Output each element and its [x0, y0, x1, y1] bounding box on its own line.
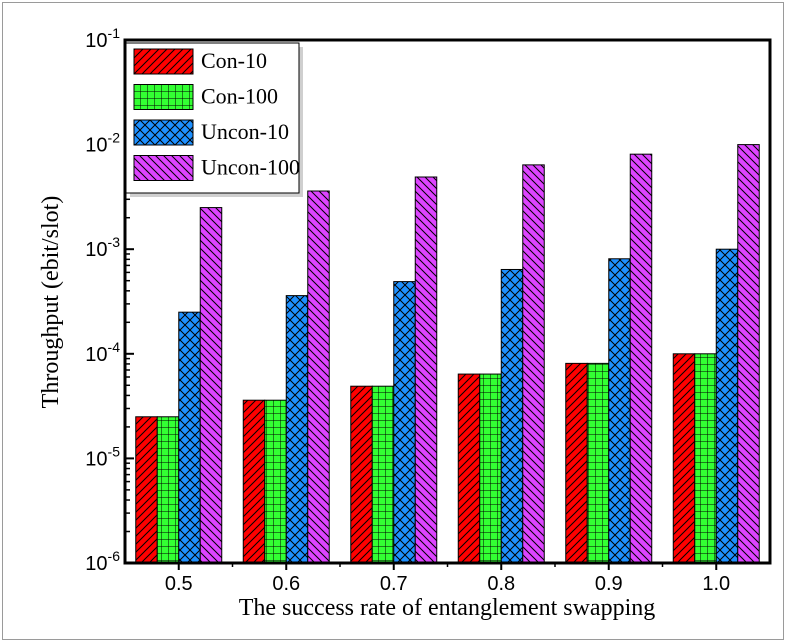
bar-con-10-0.6	[242, 399, 266, 564]
x-axis-title: The success rate of entanglement swappin…	[239, 595, 656, 621]
y-tick-exponent: -6	[108, 548, 121, 564]
bar-con-100-0.5	[156, 416, 180, 564]
y-tick-label: 10-1	[85, 25, 120, 52]
bar-uncon-100-0.5	[199, 207, 223, 564]
legend-label-uncon-10: Uncon-10	[201, 119, 289, 144]
bar-con-100-0.6	[264, 399, 287, 564]
y-tick-label: 10-3	[85, 234, 120, 261]
bar-con-100-1.0	[694, 353, 717, 564]
legend-label-con-100: Con-100	[201, 84, 278, 109]
y-tick-base: 10	[85, 448, 107, 470]
y-tick-label: 10-5	[85, 443, 120, 470]
x-tick-label: 0.6	[272, 573, 300, 595]
bar-con-10-0.7	[350, 385, 373, 564]
bar-uncon-100-0.7	[414, 176, 438, 564]
bar-con-100-0.8	[479, 373, 502, 564]
y-tick-base: 10	[85, 239, 107, 261]
bar-con-10-0.9	[565, 362, 588, 564]
bar-uncon-10-1.0	[715, 248, 739, 564]
x-axis: 0.5 0.6 0.7 0.8 0.9 1.0	[165, 563, 730, 595]
x-tick-label: 0.9	[595, 573, 623, 595]
y-tick-label: 10-2	[85, 130, 120, 157]
bar-uncon-10-0.8	[500, 268, 524, 564]
bar-uncon-100-1.0	[737, 144, 760, 564]
bar-uncon-10-0.7	[393, 281, 416, 564]
y-tick-exponent: -5	[108, 443, 121, 459]
legend-swatch-con-10	[133, 48, 194, 75]
y-axis-title: Throughput (ebit/slot)	[38, 196, 64, 409]
x-tick-label: 0.7	[380, 573, 408, 595]
bar-uncon-10-0.5	[178, 311, 201, 564]
x-tick-label: 0.5	[165, 573, 193, 595]
y-tick-base: 10	[85, 344, 107, 366]
y-tick-base: 10	[85, 553, 107, 575]
y-tick-label: 10-6	[85, 548, 120, 575]
bar-con-100-0.7	[371, 385, 395, 564]
y-tick-label: 10-4	[85, 339, 120, 366]
y-tick-base: 10	[85, 30, 107, 52]
bar-con-10-1.0	[672, 353, 696, 564]
legend: Con-10 Con-100 Uncon-10 Uncon-100	[125, 42, 303, 197]
bars-group	[135, 144, 760, 564]
bar-con-100-0.9	[586, 362, 610, 564]
x-tick-label: 0.8	[487, 573, 515, 595]
bar-uncon-100-0.9	[629, 153, 653, 564]
y-axis: 10-610-510-410-310-210-1	[85, 25, 134, 575]
legend-swatch-uncon-10	[133, 119, 194, 146]
bar-uncon-100-0.6	[307, 190, 330, 564]
y-tick-exponent: -1	[108, 25, 121, 41]
bar-con-10-0.8	[457, 373, 481, 564]
y-tick-exponent: -2	[108, 130, 121, 146]
y-tick-exponent: -3	[108, 234, 121, 250]
legend-swatch-con-100	[133, 84, 194, 110]
bar-con-10-0.5	[135, 416, 158, 564]
x-tick-label: 1.0	[702, 573, 730, 595]
bar-uncon-10-0.9	[608, 258, 631, 564]
legend-label-uncon-100: Uncon-100	[201, 155, 300, 180]
y-tick-base: 10	[85, 135, 107, 157]
bar-uncon-10-0.6	[285, 295, 309, 564]
y-tick-exponent: -4	[108, 339, 121, 355]
bar-uncon-100-0.8	[522, 164, 545, 564]
legend-swatch-uncon-100	[133, 155, 194, 181]
legend-label-con-10: Con-10	[201, 48, 267, 73]
